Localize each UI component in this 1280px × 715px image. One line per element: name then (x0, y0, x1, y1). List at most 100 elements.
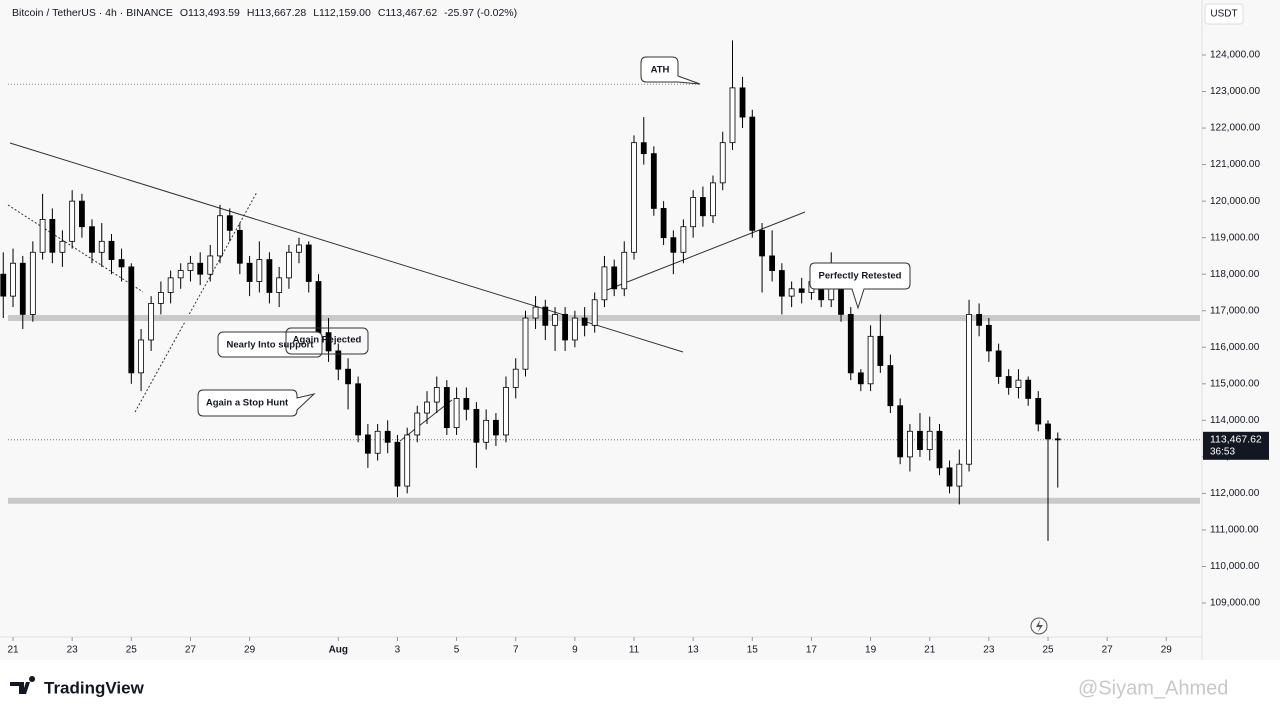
replay-icon[interactable] (1030, 617, 1048, 635)
x-tick-label: 3 (395, 645, 401, 656)
trend-line (134, 191, 258, 413)
x-tick-label: 25 (1042, 645, 1054, 656)
currency-box (1204, 3, 1244, 25)
candle-body (946, 467, 953, 487)
candle-body (197, 262, 204, 275)
candle-body (424, 401, 430, 414)
candle-body (680, 226, 687, 253)
candle-body (601, 266, 608, 301)
candle-body (148, 303, 155, 341)
price-tag (1203, 431, 1269, 460)
readout: H113,667.28 (246, 7, 307, 19)
candle-body (828, 288, 835, 301)
candle-body (867, 335, 874, 385)
candle-body (631, 142, 637, 253)
candle-body (157, 292, 164, 304)
y-tick-label: 122,000.00 (1210, 123, 1260, 134)
y-tick-label: 117,000.00 (1210, 305, 1260, 316)
candle-body (759, 229, 765, 257)
candle-body (798, 288, 805, 293)
background (0, 0, 1280, 660)
candle-body (670, 237, 677, 253)
candle-body (995, 350, 1002, 377)
candle-body (167, 277, 174, 293)
candle-body (10, 262, 16, 297)
candle-body (936, 430, 943, 469)
x-tick-label: 21 (924, 645, 936, 656)
candle-body (542, 306, 549, 326)
candle-body (187, 262, 194, 271)
readout: -25.97 (-0.02%) (444, 7, 518, 19)
candle-body (266, 259, 273, 293)
y-tick-label: 112,000.00 (1210, 488, 1260, 499)
brand: TradingView (44, 678, 145, 697)
callout (197, 389, 316, 417)
candle-body (887, 365, 894, 407)
candle-body (98, 240, 105, 253)
candle-body (394, 441, 401, 487)
candle-body (769, 255, 776, 271)
candle-body (897, 405, 904, 458)
footer-graphics: TradingView @Siyam_Ahmed (10, 676, 1228, 699)
candle-body (907, 430, 913, 458)
x-tick-label: 21 (7, 645, 19, 656)
x-tick-label: 9 (572, 645, 578, 656)
annotations: ATH Nearly Into support Again Rejected A… (197, 56, 911, 417)
symbol: Bitcoin / TetherUS · 4h · BINANCE (12, 7, 173, 19)
candle-body (611, 266, 618, 290)
candle-body (512, 368, 519, 388)
watermark: @Siyam_Ahmed (1078, 677, 1228, 699)
candle-body (522, 317, 529, 370)
x-tick-label: 15 (747, 645, 759, 656)
y-tick-label: 109,000.00 (1210, 598, 1260, 609)
candle-body (59, 240, 66, 253)
candle-body (1015, 379, 1022, 388)
y-tick-label: 110,000.00 (1210, 561, 1260, 572)
candle-body (453, 398, 460, 429)
candle-body (108, 240, 115, 260)
annotation: Again a Stop Hunt (206, 398, 289, 409)
candle-body (660, 208, 667, 239)
candle-body (621, 251, 628, 290)
annotation: Perfectly Retested (819, 271, 902, 282)
candle-body (710, 182, 716, 217)
candle-body (364, 434, 371, 454)
candle-body (69, 200, 76, 242)
y-tick-label: 121,000.00 (1210, 159, 1260, 170)
candle-body (404, 434, 411, 487)
candle-body (562, 313, 569, 341)
footer: TradingView @Siyam_Ahmed (0, 660, 1280, 715)
candle-body (926, 430, 933, 450)
candle-body (315, 281, 322, 334)
x-tick-label: 29 (1161, 645, 1173, 656)
x-tick-label: 17 (806, 645, 818, 656)
currency: USDT (1210, 9, 1237, 20)
annotation: ATH (651, 65, 670, 76)
candle-body (1005, 376, 1012, 388)
candle-body (917, 430, 923, 450)
candle-body (640, 142, 647, 155)
y-tick-label: 114,000.00 (1210, 415, 1260, 426)
candle-body (138, 339, 144, 374)
candle-body (296, 244, 302, 253)
x-tick-label: 7 (513, 645, 519, 656)
y-tick-label: 118,000.00 (1210, 269, 1260, 280)
candle-body (443, 387, 450, 429)
x-tick-label: 25 (126, 645, 138, 656)
candle-body (0, 273, 7, 297)
candle-body (650, 153, 657, 209)
candle-body (325, 332, 332, 352)
brand-logo (10, 676, 36, 694)
candle-body (128, 266, 135, 374)
price-tag-label: 113,467.62 (1210, 434, 1262, 446)
candle-body (305, 244, 312, 282)
candle-body (719, 142, 726, 184)
x-tick-label: 29 (244, 645, 256, 656)
y-tick-label: 111,000.00 (1210, 525, 1259, 536)
zone (8, 315, 1200, 322)
callout (809, 262, 911, 310)
x-tick-label: Aug (329, 645, 348, 656)
candle-body (217, 215, 223, 257)
candle-body (384, 430, 391, 443)
